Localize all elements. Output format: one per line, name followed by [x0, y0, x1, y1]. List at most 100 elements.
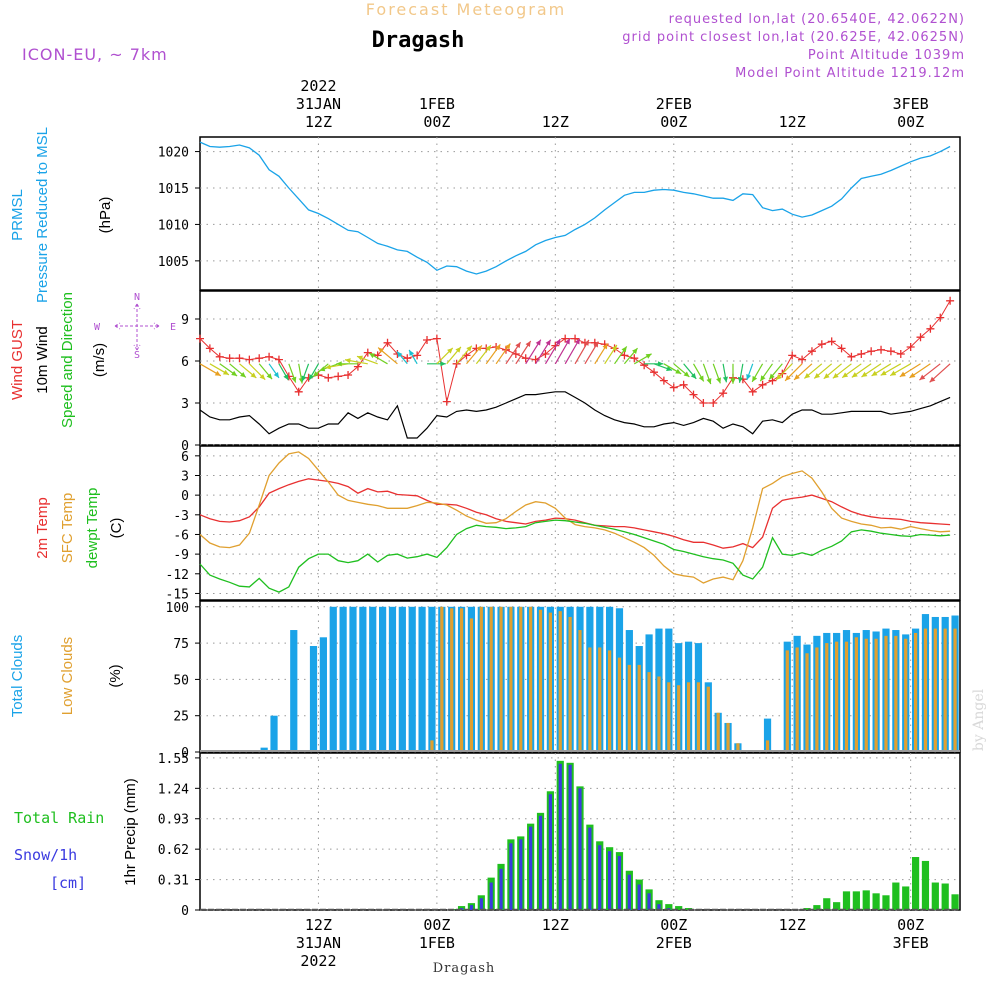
low-cloud-bar: [844, 641, 849, 752]
rain-bar: [872, 893, 880, 910]
gust-marker: [541, 350, 550, 358]
total-cloud-bar: [329, 606, 337, 752]
temperature-panel: -15 -12 -9 -6 -3 0 3 6: [166, 445, 961, 602]
gust-marker: [383, 338, 392, 347]
gust-marker: [344, 371, 353, 379]
gust-marker: [571, 334, 580, 343]
model-point-altitude: Model Point Altitude 1219.12m: [735, 66, 965, 81]
gust-marker: [659, 376, 668, 385]
wind-arrowhead: [861, 371, 868, 377]
gust-marker: [413, 351, 422, 360]
wind-arrowhead: [645, 353, 652, 359]
wind-arrowhead: [842, 372, 849, 378]
low-cloud-bar: [548, 612, 552, 752]
pressure-ytick-label: 1015: [158, 182, 189, 197]
wind-arrowhead: [880, 370, 887, 376]
low-cloud-bar: [667, 682, 671, 752]
wind-arrowhead: [851, 372, 858, 378]
pressure-axis-label: PRMSL: [9, 189, 26, 241]
low-cloud-bar: [538, 609, 543, 752]
wind-arrowhead: [396, 351, 403, 358]
gust-marker: [265, 352, 274, 361]
snow-bar: [657, 904, 661, 910]
time-label-bottom: 12Z: [542, 916, 569, 934]
snow-bar: [499, 868, 503, 910]
snow-bar: [578, 788, 582, 910]
gust-marker: [205, 344, 214, 353]
wind-arrowhead: [409, 349, 415, 356]
low-cloud-bar: [617, 657, 622, 752]
total-cloud-bar: [408, 606, 416, 752]
gust-marker: [886, 347, 895, 356]
low-cloud-bar: [933, 628, 937, 752]
temperature-ytick-label: -15: [166, 587, 189, 602]
time-label-top: 12Z: [542, 113, 569, 131]
wind-ytick-label: 0: [181, 439, 189, 454]
wind-arrowhead: [832, 372, 839, 379]
low-cloud-bar: [706, 686, 710, 752]
gust-marker: [245, 355, 254, 364]
total-cloud-bar: [763, 718, 772, 752]
compass: N W E S: [94, 292, 176, 361]
gust-marker: [896, 350, 905, 358]
wind-arrowhead: [447, 347, 453, 354]
temperature-ytick-label: 6: [181, 450, 189, 465]
gust-marker: [324, 373, 333, 382]
low-cloud-bar: [627, 664, 631, 752]
snow-bar: [617, 856, 622, 910]
total-cloud-bar: [270, 715, 278, 752]
clouds-axis-label: Low Clouds: [59, 637, 76, 715]
low-cloud-bar: [805, 653, 809, 752]
wind-arrowhead: [545, 339, 551, 346]
gust-marker: [719, 389, 728, 398]
wind-arrowhead: [804, 372, 811, 379]
wind-arrowhead: [505, 343, 511, 350]
gust-marker: [709, 399, 718, 407]
precip-ytick-label: 1.55: [158, 752, 189, 767]
rain-bar: [951, 894, 959, 910]
gust-marker: [827, 337, 836, 346]
total-cloud-bar: [260, 747, 268, 752]
rain-bar: [833, 902, 841, 910]
rain-bar: [941, 883, 949, 910]
gust-marker: [452, 359, 461, 368]
low-cloud-bar: [608, 650, 612, 752]
temp-2m-line: [199, 478, 951, 549]
low-cloud-bar: [854, 637, 858, 752]
wind-arrowhead: [909, 372, 916, 378]
gust-marker: [837, 344, 846, 353]
wind-arrowhead: [356, 355, 363, 361]
low-cloud-bar: [923, 628, 928, 752]
time-label-bottom: 12Z: [779, 916, 806, 934]
gust-marker: [225, 354, 234, 363]
pressure-panel: 1005 1010 1015 1020: [158, 136, 961, 291]
time-label-top: 12Z: [779, 113, 806, 131]
low-cloud-bar: [657, 676, 661, 752]
pressure-ytick-label: 1020: [158, 146, 189, 161]
low-cloud-bar: [825, 643, 829, 752]
wind-arrowhead: [746, 373, 752, 380]
total-cloud-bar: [359, 606, 367, 752]
low-cloud-bar: [598, 647, 602, 752]
gust-marker: [877, 345, 886, 354]
total-cloud-bar: [388, 606, 397, 752]
snow-bar: [538, 815, 543, 910]
gust-marker: [363, 348, 372, 357]
gust-marker: [807, 347, 816, 356]
snow-bar: [469, 905, 474, 910]
precip-axis-label: 1hr Precip (mm): [122, 778, 139, 886]
wind-arrowhead: [495, 344, 501, 351]
total-cloud-bar: [339, 606, 347, 752]
gust-marker: [432, 334, 441, 343]
low-cloud-bar: [459, 608, 464, 752]
rain-bar: [882, 895, 890, 910]
wind-arrowhead: [378, 347, 384, 354]
low-cloud-bar: [489, 606, 493, 752]
gust-marker: [867, 347, 876, 356]
product-title: Forecast Meteogram: [366, 0, 566, 19]
low-cloud-bar: [588, 647, 592, 752]
temperature-ytick-label: 3: [181, 469, 189, 484]
low-cloud-bar: [913, 632, 918, 752]
wind-arrowhead: [760, 375, 766, 382]
wind-arrowhead: [730, 378, 736, 384]
